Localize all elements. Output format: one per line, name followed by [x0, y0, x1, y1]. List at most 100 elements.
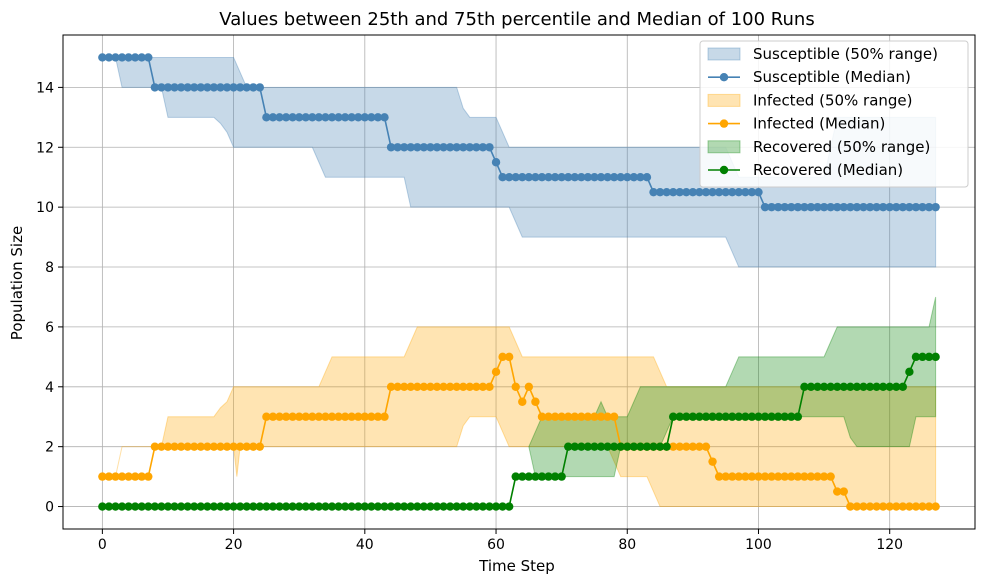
infected-median-point: [459, 382, 468, 391]
recovered-marker-swatch: [719, 165, 729, 175]
recovered-median-point: [531, 472, 540, 481]
infected-median-point: [564, 412, 573, 421]
infected-median-point: [190, 442, 199, 451]
susceptible-median-point: [524, 173, 534, 182]
susceptible-median-point: [819, 202, 829, 212]
susceptible-median-point: [655, 187, 665, 197]
susceptible-median-point: [905, 202, 914, 212]
susceptible-median-point: [924, 202, 934, 212]
susceptible-median-point: [931, 202, 940, 212]
infected-median-point: [498, 352, 507, 362]
susceptible-median-point: [668, 187, 678, 197]
susceptible-median-point: [708, 187, 717, 197]
susceptible-median-point: [839, 202, 848, 212]
susceptible-median-point: [399, 143, 409, 152]
susceptible-median-point: [642, 173, 652, 182]
susceptible-median-point: [911, 202, 921, 212]
infected-median-point: [852, 502, 862, 511]
susceptible-median-point: [760, 202, 770, 212]
recovered-median-point: [445, 502, 455, 511]
infected-median-point: [242, 442, 251, 451]
infected-median-point: [819, 472, 829, 481]
recovered-median-point: [609, 442, 619, 451]
susceptible-median-point: [557, 173, 566, 182]
recovered-median-point: [668, 412, 678, 421]
infected-median-point: [203, 442, 212, 451]
susceptible-median-point: [301, 113, 310, 122]
x-tick-label: 40: [356, 537, 374, 553]
infected-median-point: [281, 412, 291, 421]
recovered-median-point: [885, 382, 894, 391]
susceptible-median-point: [235, 83, 245, 92]
recovered-median-point: [262, 502, 271, 511]
recovered-median-point: [892, 382, 901, 391]
susceptible-median-point: [472, 143, 481, 152]
recovered-median-point: [865, 382, 875, 391]
recovered-median-point: [596, 442, 606, 451]
infected-median-point: [216, 442, 225, 451]
susceptible-median-point: [406, 143, 415, 152]
recovered-median-point: [203, 502, 212, 511]
susceptible-median-point: [701, 187, 711, 197]
susceptible-median-point: [852, 202, 862, 212]
recovered-median-point: [111, 502, 120, 511]
recovered-median-point: [380, 502, 389, 511]
recovered-median-point: [216, 502, 225, 511]
susceptible-median-point: [734, 187, 743, 197]
recovered-median-point: [773, 412, 783, 421]
recovered-median-point: [104, 502, 114, 511]
recovered-median-point: [393, 502, 402, 511]
recovered-band-legend-label: Recovered (50% range): [753, 138, 930, 156]
susceptible-median-point: [413, 143, 422, 152]
recovered-median-point: [478, 502, 488, 511]
infected-median-point: [741, 472, 750, 481]
susceptible-median-point: [347, 113, 356, 122]
recovered-median-point: [452, 502, 461, 511]
susceptible-median-point: [386, 143, 396, 152]
infected-median-point: [865, 502, 875, 511]
infected-band-legend-label: Infected (50% range): [753, 91, 913, 109]
recovered-median-point: [183, 502, 192, 511]
infected-median-point: [721, 472, 730, 481]
recovered-median-point: [413, 502, 422, 511]
infected-median-point: [846, 502, 855, 511]
susceptible-median-point: [865, 202, 875, 212]
recovered-median-point: [367, 502, 376, 511]
susceptible-median-point: [308, 113, 317, 122]
infected-median-point: [590, 412, 599, 421]
susceptible-median-point: [636, 173, 645, 182]
legend-box: [699, 40, 969, 188]
infected-median-point: [157, 442, 166, 451]
susceptible-median-point: [452, 143, 461, 152]
infected-median-point: [688, 442, 698, 451]
recovered-median-point: [124, 502, 133, 511]
infected-median-point: [682, 442, 691, 451]
susceptible-median-point: [846, 202, 855, 212]
recovered-median-point: [636, 442, 645, 451]
susceptible-median-point: [675, 187, 684, 197]
susceptible-median-point: [577, 173, 586, 182]
recovered-median-point: [675, 412, 684, 421]
recovered-median-point: [564, 442, 573, 451]
susceptible-median-point: [747, 187, 757, 197]
recovered-line-legend-label: Recovered (Median): [753, 161, 903, 179]
recovered-median-point: [524, 472, 534, 481]
recovered-median-point: [308, 502, 317, 511]
recovered-median-point: [918, 352, 927, 362]
recovered-median-point: [649, 442, 658, 451]
recovered-median-point: [878, 382, 888, 391]
recovered-median-point: [340, 502, 350, 511]
recovered-median-point: [872, 382, 881, 391]
infected-median-point: [806, 472, 816, 481]
infected-median-point: [780, 472, 789, 481]
recovered-median-point: [229, 502, 238, 511]
recovered-median-point: [235, 502, 245, 511]
recovered-median-point: [747, 412, 757, 421]
susceptible-median-point: [695, 187, 704, 197]
recovered-median-point: [360, 502, 370, 511]
susceptible-median-point: [281, 113, 291, 122]
susceptible-median-point: [190, 83, 199, 92]
infected-median-point: [163, 442, 173, 451]
infected-median-point: [321, 412, 330, 421]
